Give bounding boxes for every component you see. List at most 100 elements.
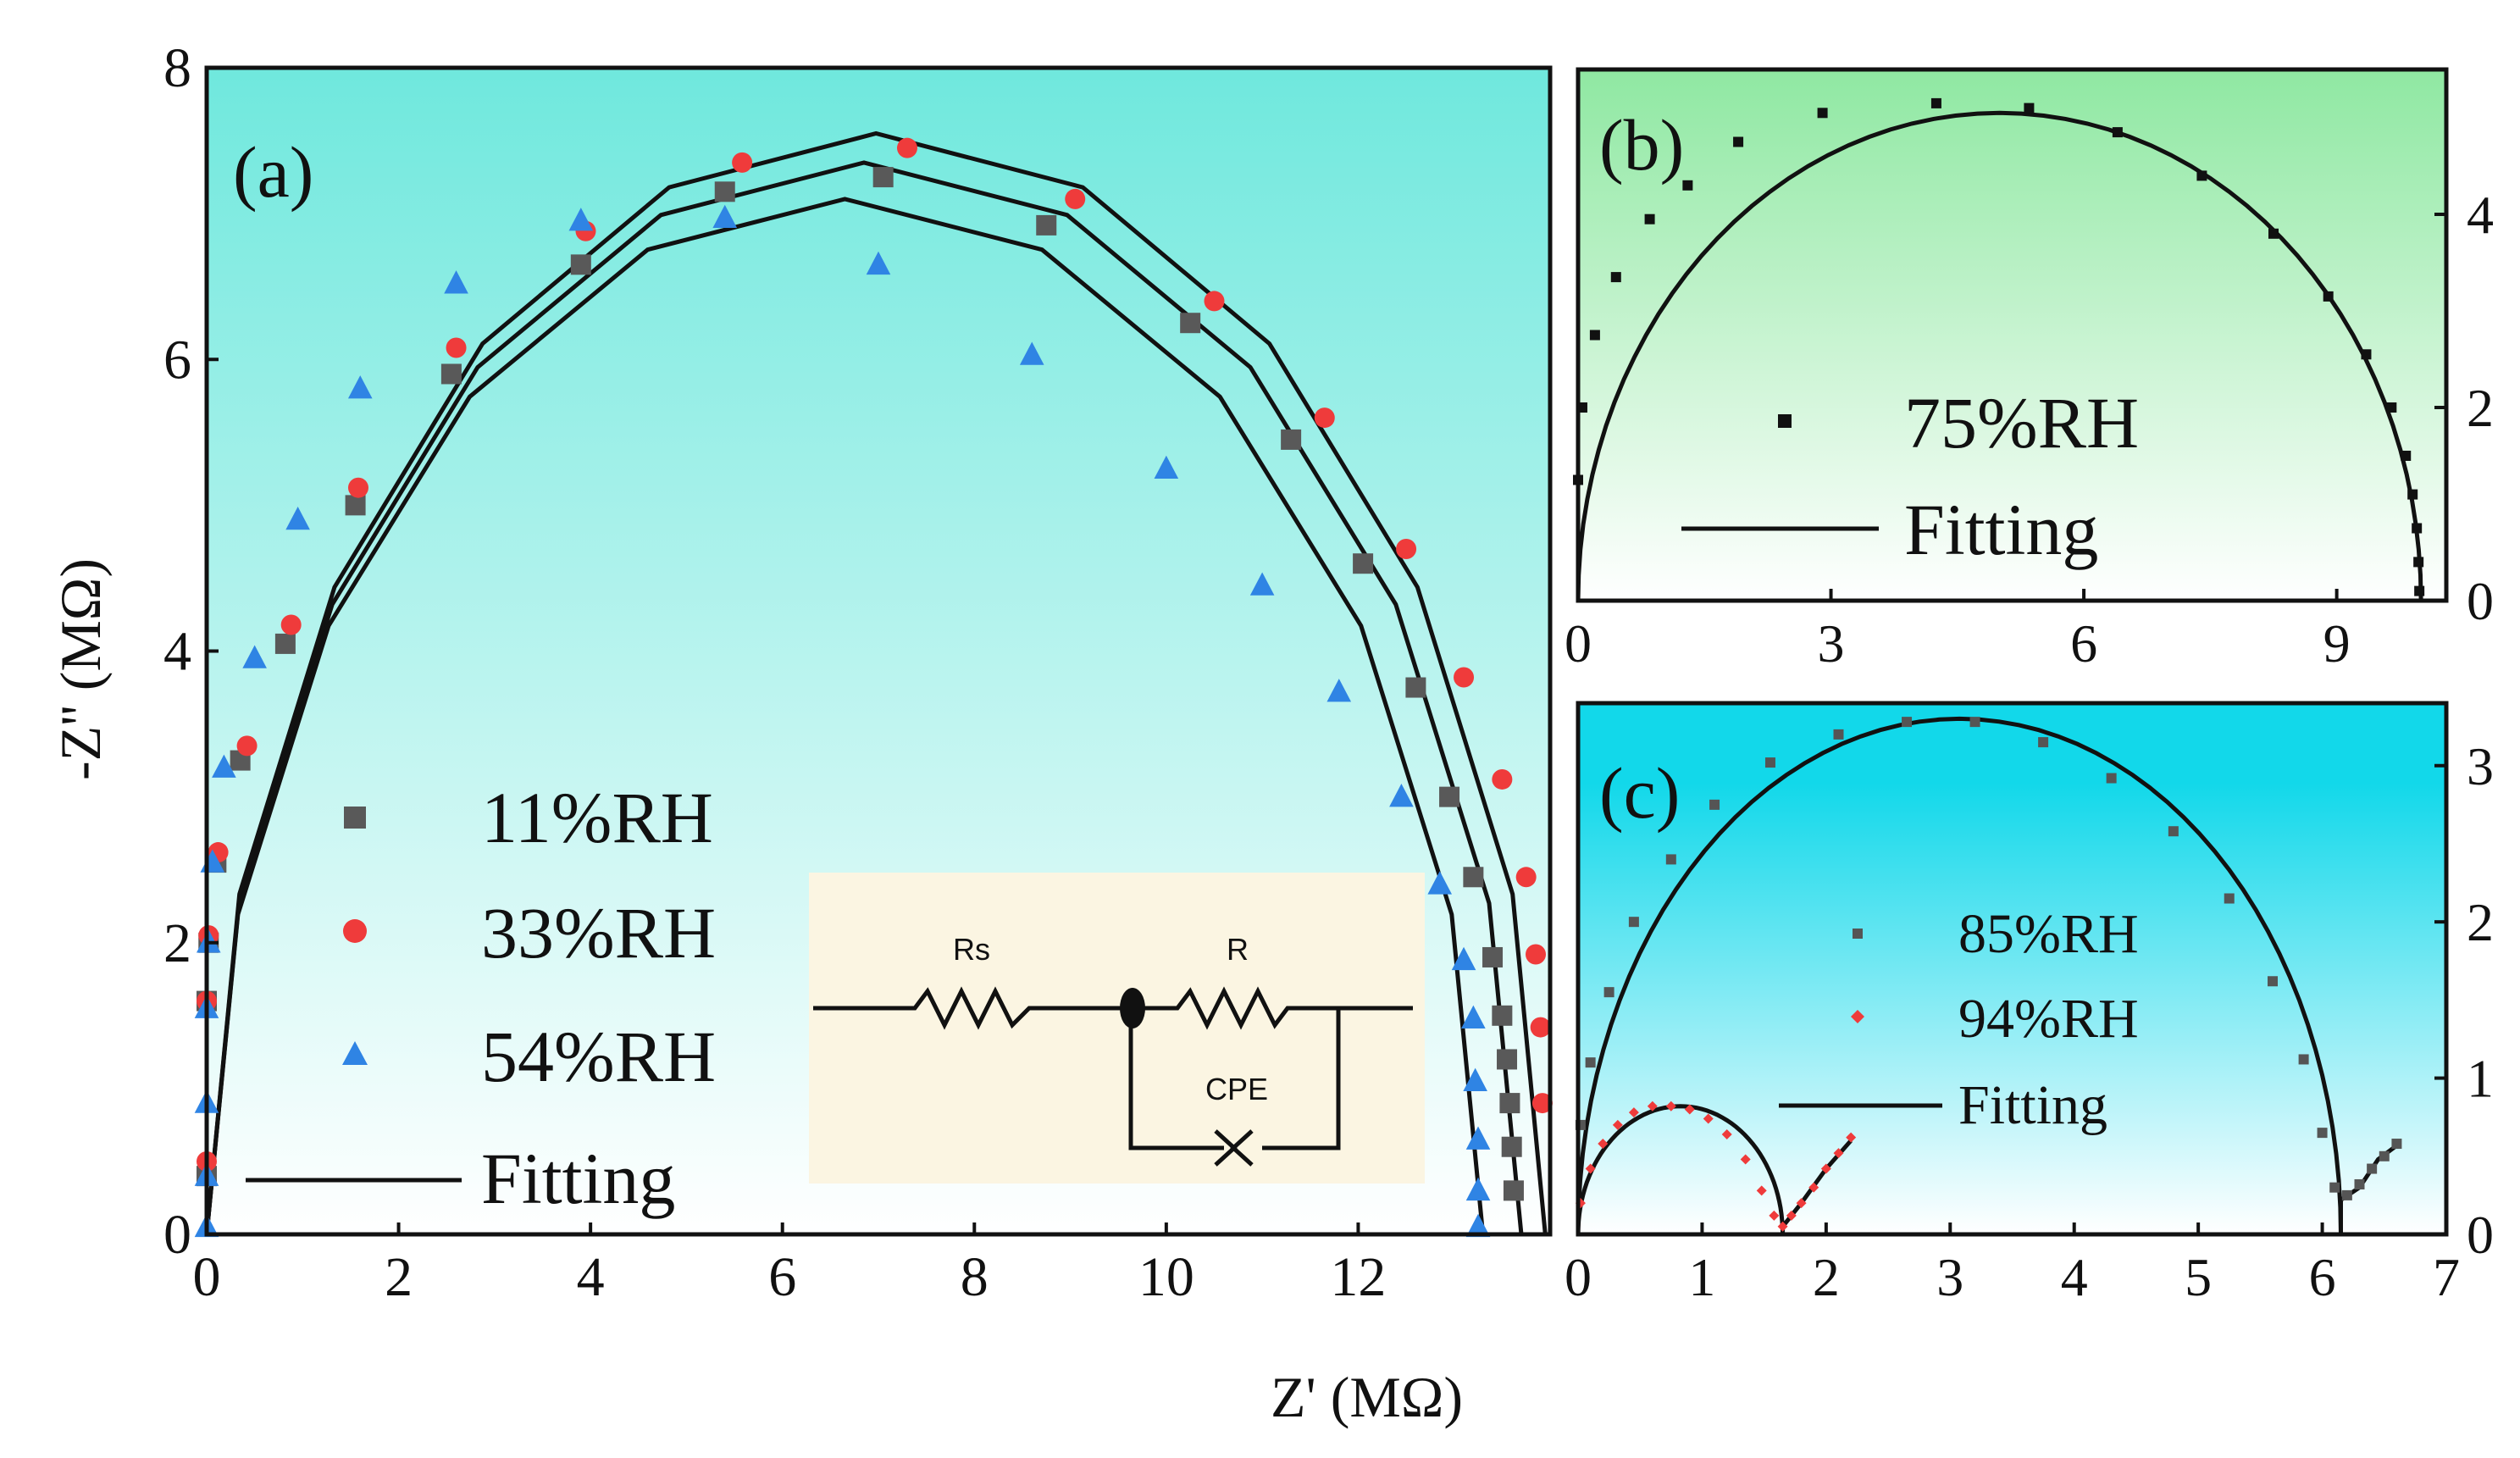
x-tick-label: 0: [1565, 1247, 1592, 1307]
data-point-11rh: [345, 495, 366, 516]
data-point-11rh: [570, 254, 591, 275]
legend-marker-75rh: [1778, 414, 1792, 428]
data-point-94rh: [1756, 1185, 1767, 1196]
data-point-54rh: [1154, 455, 1179, 480]
data-point-11rh: [1180, 313, 1201, 334]
y-tick-label: 1: [2467, 1049, 2494, 1109]
data-point-75rh: [2196, 170, 2207, 181]
data-point-94rh: [1585, 1163, 1596, 1174]
x-tick-label: 7: [2433, 1247, 2460, 1307]
panel-a-fit-curves: [207, 130, 1548, 1234]
fit-line-54rh: [207, 197, 1486, 1234]
data-point-85rh: [2224, 893, 2235, 904]
x-tick-label: 0: [193, 1246, 221, 1308]
data-point-54rh: [1389, 784, 1414, 807]
data-point-33rh: [1515, 867, 1537, 888]
data-point-33rh: [1526, 944, 1547, 965]
x-tick-label: 1: [1688, 1247, 1715, 1307]
x-tick-label: 12: [1330, 1246, 1386, 1308]
data-point-33rh: [347, 477, 368, 498]
data-point-94rh: [1820, 1163, 1831, 1174]
data-point-11rh: [1497, 1049, 1518, 1070]
data-point-85rh: [1902, 717, 1913, 728]
circuit-node: [1120, 988, 1145, 1028]
data-point-94rh: [1786, 1210, 1797, 1221]
data-point-75rh: [2407, 489, 2418, 500]
panel-c-frame: [1576, 701, 2449, 1237]
data-point-11rh: [872, 167, 894, 188]
data-point-75rh: [1644, 213, 1655, 225]
panel-a-legend: 11%RH 33%RH 54%RH Fitting: [246, 777, 716, 1219]
data-point-11rh: [1503, 1180, 1524, 1201]
data-point-54rh: [444, 270, 468, 294]
panel-a-ticks: 0 2 4 6 8 10 12 0 2 4 6 8: [163, 37, 1386, 1308]
data-point-54rh: [1326, 679, 1352, 702]
legend-marker-33rh: [343, 919, 367, 943]
data-point-54rh: [1451, 946, 1476, 971]
x-tick-label: 4: [2061, 1247, 2088, 1307]
x-tick-label: 6: [2070, 613, 2097, 674]
data-point-94rh: [1703, 1113, 1714, 1124]
panel-c-label: (c): [1599, 752, 1680, 834]
data-point-85rh: [1628, 917, 1639, 928]
data-point-11rh: [1492, 1005, 1513, 1026]
data-point-54rh: [285, 506, 310, 530]
y-tick-label: 4: [163, 621, 191, 683]
data-point-11rh: [1482, 946, 1504, 967]
data-point-85rh: [2367, 1163, 2378, 1174]
legend-label-85rh: 85%RH: [1958, 903, 2139, 965]
data-point-54rh: [1461, 1005, 1486, 1028]
data-point-11rh: [714, 181, 735, 202]
data-point-75rh: [2024, 103, 2035, 114]
data-point-94rh: [1665, 1100, 1676, 1112]
y-tick-label: 4: [2467, 185, 2494, 245]
equivalent-circuit-inset: Rs R CPE: [809, 873, 1425, 1184]
panel-b-background: [1578, 69, 2446, 601]
data-point-11rh: [1463, 867, 1484, 888]
x-tick-label: 3: [1936, 1247, 1963, 1307]
panel-a-label: (a): [233, 131, 313, 213]
x-tick-label: 6: [768, 1246, 796, 1308]
data-point-11rh: [1353, 553, 1374, 574]
data-point-54rh: [712, 204, 738, 228]
data-point-75rh: [2386, 402, 2397, 413]
panel-a-data-points: [194, 137, 1553, 1238]
legend-label-75rh: 75%RH: [1904, 382, 2139, 463]
data-point-94rh: [1740, 1154, 1751, 1165]
data-point-54rh: [242, 645, 267, 668]
y-tick-label: 2: [2467, 378, 2494, 438]
data-point-94rh: [1796, 1198, 1807, 1209]
y-tick-label: 2: [2467, 892, 2494, 952]
data-point-11rh: [1499, 1093, 1520, 1114]
data-point-33rh: [1454, 667, 1475, 688]
data-point-54rh: [1427, 871, 1453, 895]
circuit-background: [809, 873, 1425, 1184]
legend-marker-85rh: [1853, 929, 1863, 939]
data-point-75rh: [2268, 228, 2279, 239]
data-point-94rh: [1777, 1221, 1788, 1232]
data-point-85rh: [1833, 729, 1844, 740]
data-point-33rh: [1314, 407, 1335, 429]
panel-c-legend: 85%RH 94%RH Fitting: [1779, 903, 2139, 1136]
fit-line-85rh: [1578, 716, 2401, 1234]
legend-label-fitting: Fitting: [1958, 1074, 2107, 1136]
data-point-75rh: [2361, 349, 2372, 360]
data-point-94rh: [1647, 1100, 1658, 1112]
data-point-94rh: [1684, 1104, 1695, 1115]
data-point-85rh: [2106, 773, 2117, 784]
data-point-75rh: [1930, 97, 1941, 108]
data-point-75rh: [2323, 291, 2334, 302]
data-point-75rh: [2412, 523, 2423, 534]
legend-label-94rh: 94%RH: [1958, 988, 2139, 1050]
data-point-75rh: [2401, 451, 2412, 461]
data-point-85rh: [2168, 826, 2179, 837]
data-point-33rh: [1396, 539, 1417, 560]
data-point-54rh: [1465, 1126, 1491, 1150]
data-point-94rh: [1846, 1132, 1857, 1143]
y-tick-label: 8: [163, 37, 191, 99]
data-point-33rh: [1204, 291, 1225, 312]
data-point-54rh: [1463, 1067, 1487, 1091]
x-tick-label: 5: [2185, 1247, 2212, 1307]
fit-line-33rh: [207, 130, 1548, 1234]
